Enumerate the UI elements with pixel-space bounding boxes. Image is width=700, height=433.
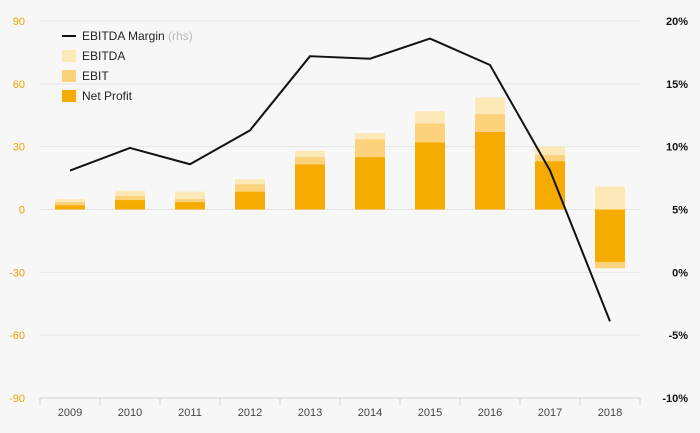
ebitda-margin-line [69,37,611,322]
x-tick-label: 2011 [178,407,202,419]
legend-swatch [62,90,76,102]
ebitda-bar [595,186,625,210]
legend-swatch [62,50,76,62]
y-left-tick-label: 0 [19,205,25,217]
axes-group: 90 60 30 0 -30 -60 -90 20% 15% 10% 5% 0% -5% -10% 2009… [9,16,688,419]
x-tick-label: 2012 [238,407,262,419]
y-left-tick-label: -60 [9,330,25,342]
bars-group [55,97,625,269]
net-profit-bar [415,142,445,210]
y-right-tick-label: 20% [666,16,688,28]
net-profit-bar [295,164,325,210]
net-profit-bar [475,132,505,210]
x-tick-label: 2010 [118,407,142,419]
legend-label: EBITDA [82,49,125,63]
y-left-tick-label: 30 [13,142,25,154]
x-tick-label: 2015 [418,407,442,419]
net-profit-bar [115,200,145,210]
y-right-tick-label: 0% [672,267,688,279]
net-profit-bar-negative [595,209,625,262]
legend-label: EBIT [82,69,109,83]
net-profit-bar [355,157,385,210]
margin-line-group [69,37,611,322]
y-left-tick-label: 90 [13,16,25,28]
legend-note: (rhs) [165,29,193,43]
y-left-tick-label: 60 [13,79,25,91]
net-profit-bar [235,191,265,210]
y-right-tick-label: -10% [662,393,688,405]
y-left-tick-label: -30 [9,267,25,279]
y-right-tick-label: 15% [666,79,688,91]
y-right-tick-label: 10% [666,142,688,154]
legend-label: EBITDA Margin (rhs) [82,29,193,43]
x-tick-label: 2014 [358,407,382,419]
y-right-tick-label: -5% [668,330,688,342]
legend-label: Net Profit [82,89,133,103]
x-tick-label: 2013 [298,407,322,419]
legend: EBITDA Margin (rhs) EBITDA EBIT Net Profit [62,29,193,103]
x-tick-label: 2017 [538,407,562,419]
y-left-tick-label: -90 [9,393,25,405]
net-profit-bar [175,202,205,210]
y-right-tick-label: 5% [672,205,688,217]
x-tick-label: 2016 [478,407,502,419]
x-tick-label: 2009 [58,407,82,419]
x-tick-label: 2018 [598,407,622,419]
legend-swatch [62,70,76,82]
net-profit-bar [55,205,85,210]
